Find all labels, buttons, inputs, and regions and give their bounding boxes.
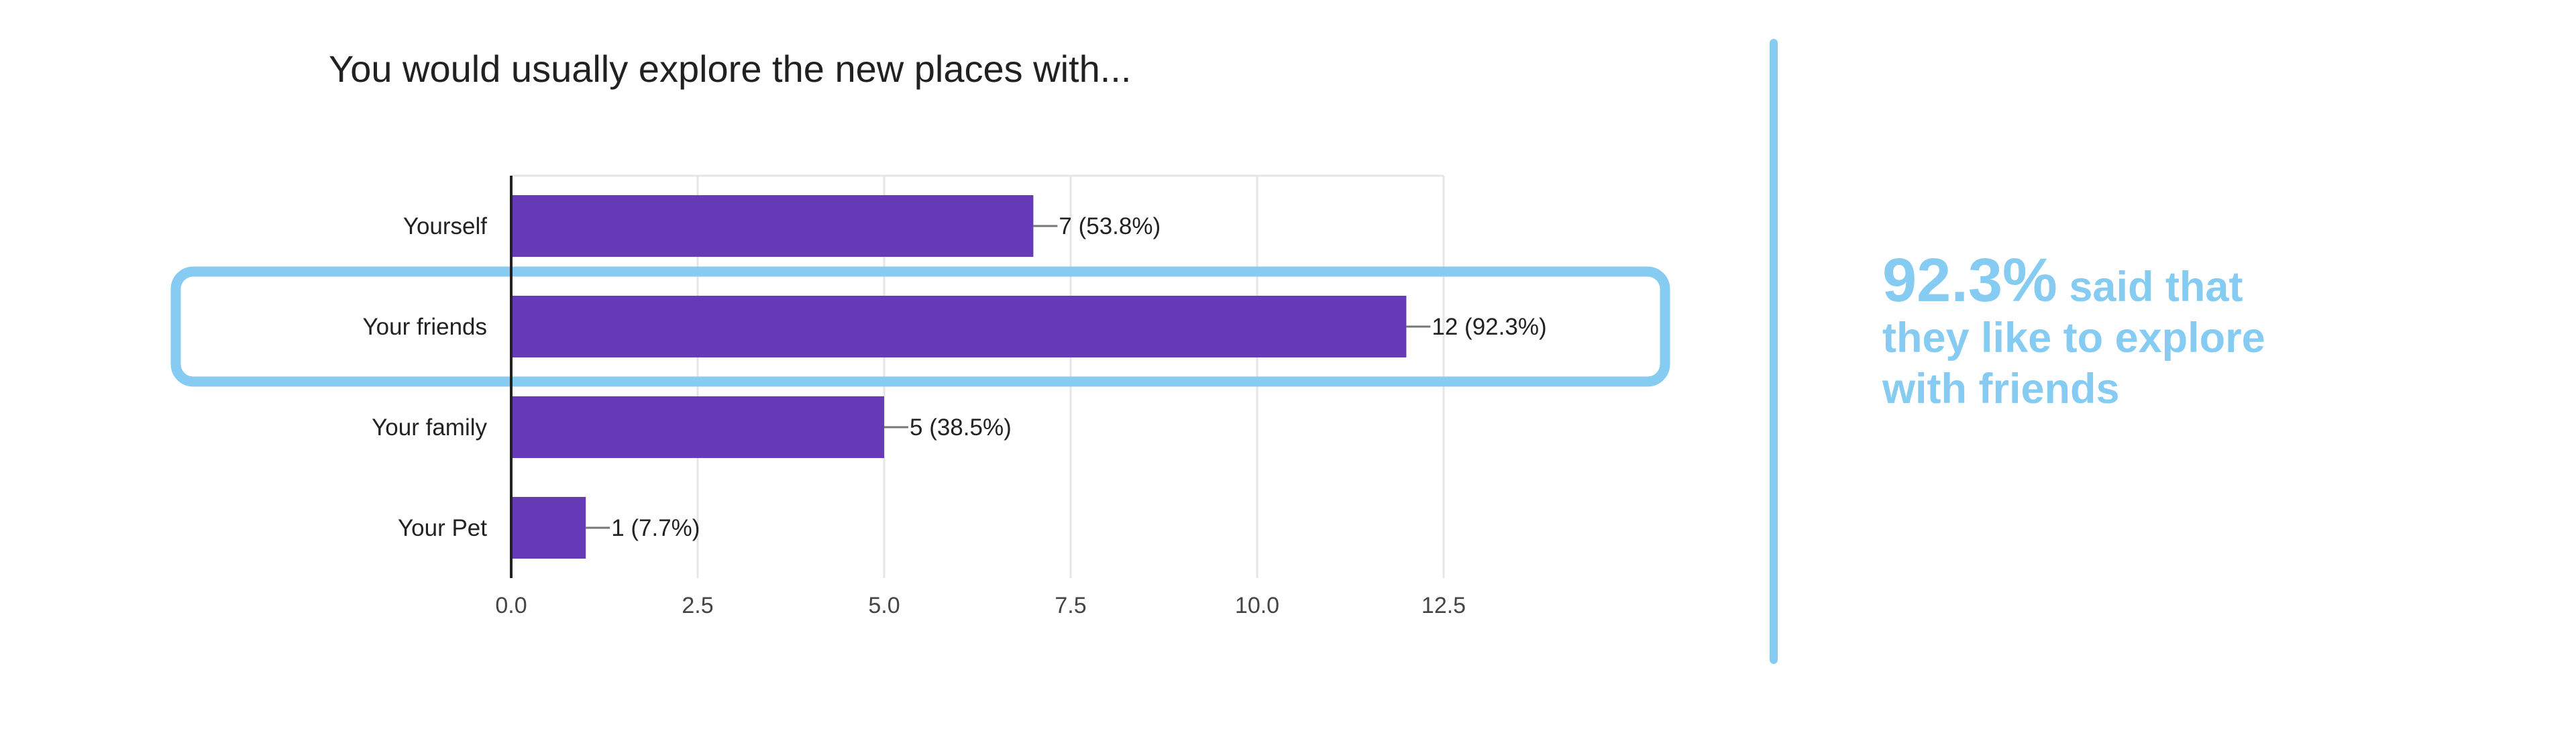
callout-line-3: with friends: [1882, 365, 2120, 412]
x-tick-label: 7.5: [1055, 593, 1086, 618]
callout-percent: 92.3%: [1882, 246, 2057, 315]
bar-chart: 0.0 2.5 5.0 7.5 10.0 12.5 Yourself 7 (53.8%) You…: [170, 174, 1670, 618]
data-label: 1 (7.7%): [611, 515, 700, 541]
bar: [511, 296, 1407, 357]
x-tick-label: 5.0: [868, 593, 900, 618]
category-label: Yourself: [403, 213, 487, 239]
callout-line-1: 92.3% said that: [1882, 249, 2486, 313]
bar: [511, 497, 586, 559]
data-label: 7 (53.8%): [1059, 213, 1161, 239]
callout-text: 92.3% said that they like to explore wit…: [1882, 249, 2486, 414]
data-label: 5 (38.5%): [910, 414, 1012, 441]
category-label: Your friends: [363, 314, 488, 340]
category-label: Your family: [372, 414, 487, 441]
category-label: Your Pet: [398, 515, 487, 541]
x-tick-label: 12.5: [1421, 593, 1466, 618]
callout-line-2: they like to explore: [1882, 315, 2265, 361]
x-tick-label: 2.5: [682, 593, 713, 618]
x-tick-label: 10.0: [1235, 593, 1279, 618]
data-label: 12 (92.3%): [1432, 314, 1546, 340]
chart-title: You would usually explore the new places…: [329, 48, 1132, 90]
vertical-divider: [1770, 39, 1778, 664]
highlight-box: [170, 266, 1670, 387]
x-tick-label: 0.0: [495, 593, 527, 618]
callout-line1-rest: said that: [2069, 264, 2243, 310]
bar: [511, 195, 1034, 257]
bar: [511, 396, 884, 458]
